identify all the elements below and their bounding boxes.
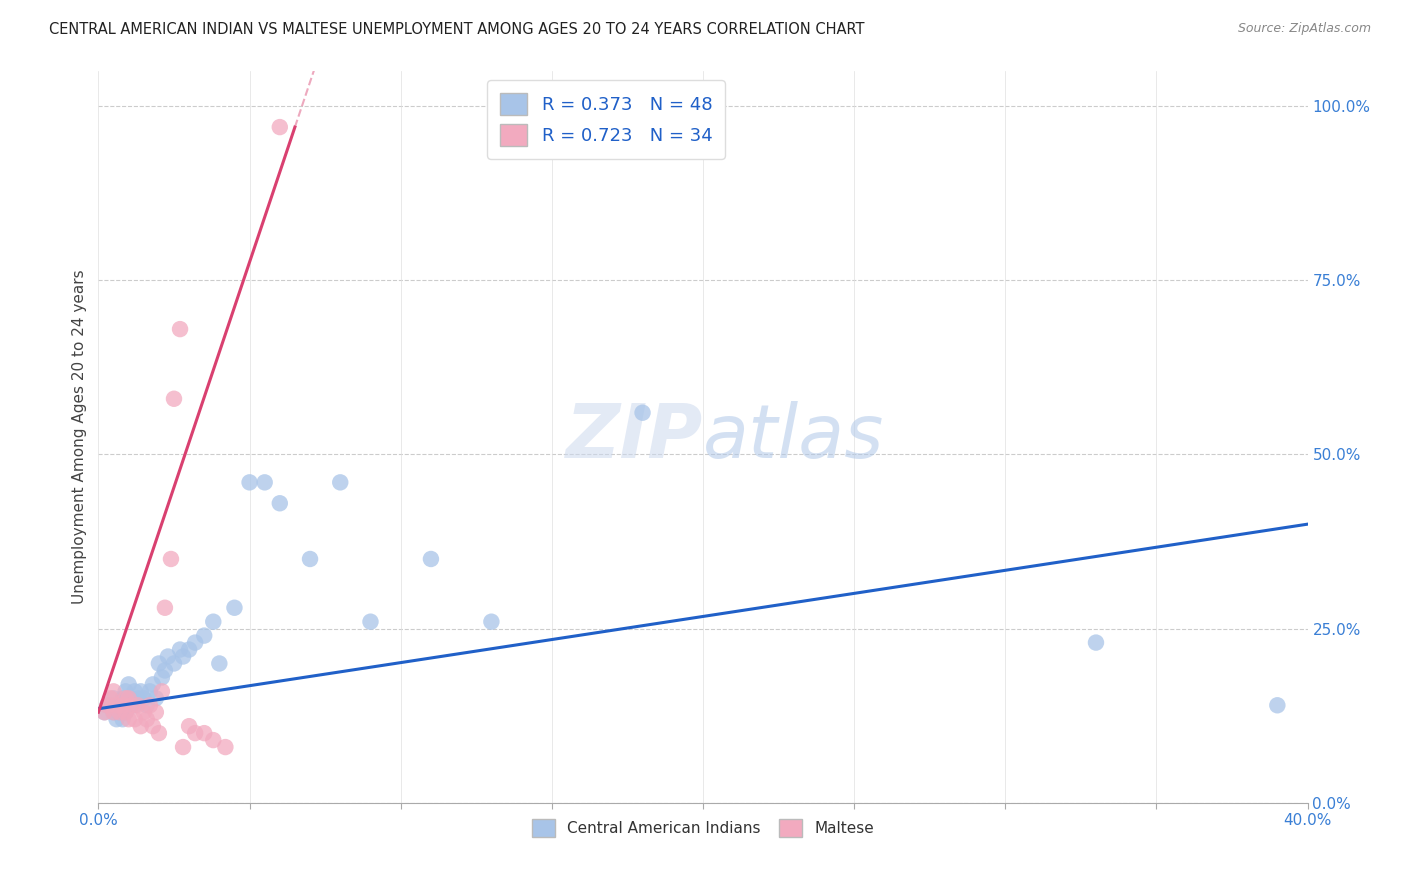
Point xyxy=(1267,698,1289,713)
Point xyxy=(172,740,194,755)
Point xyxy=(105,712,128,726)
Point xyxy=(135,698,157,713)
Point xyxy=(214,740,236,755)
Point xyxy=(269,496,291,510)
Point xyxy=(132,705,155,719)
Point xyxy=(129,684,152,698)
Text: atlas: atlas xyxy=(703,401,884,473)
Text: CENTRAL AMERICAN INDIAN VS MALTESE UNEMPLOYMENT AMONG AGES 20 TO 24 YEARS CORREL: CENTRAL AMERICAN INDIAN VS MALTESE UNEMP… xyxy=(49,22,865,37)
Point xyxy=(142,677,165,691)
Point xyxy=(108,705,131,719)
Point xyxy=(269,120,291,134)
Point xyxy=(124,684,146,698)
Point xyxy=(148,657,170,671)
Point xyxy=(108,698,131,713)
Point xyxy=(139,698,162,713)
Point xyxy=(150,670,173,684)
Point xyxy=(420,552,443,566)
Point xyxy=(202,615,225,629)
Point xyxy=(114,691,136,706)
Point xyxy=(93,705,115,719)
Point xyxy=(481,615,503,629)
Point xyxy=(148,726,170,740)
Text: ZIP: ZIP xyxy=(565,401,703,474)
Point xyxy=(239,475,262,490)
Point xyxy=(118,698,141,713)
Point xyxy=(139,684,162,698)
Point xyxy=(153,664,176,678)
Point xyxy=(329,475,352,490)
Point xyxy=(114,684,136,698)
Point xyxy=(153,600,176,615)
Point xyxy=(103,705,125,719)
Legend: Central American Indians, Maltese: Central American Indians, Maltese xyxy=(523,809,883,847)
Point xyxy=(121,698,143,713)
Point xyxy=(142,719,165,733)
Point xyxy=(124,712,146,726)
Point xyxy=(111,698,134,713)
Point xyxy=(114,705,136,719)
Text: Source: ZipAtlas.com: Source: ZipAtlas.com xyxy=(1237,22,1371,36)
Point xyxy=(105,698,128,713)
Point xyxy=(172,649,194,664)
Point xyxy=(118,691,141,706)
Point xyxy=(96,698,118,713)
Point xyxy=(127,698,149,713)
Point xyxy=(111,712,134,726)
Point xyxy=(135,712,157,726)
Point xyxy=(127,691,149,706)
Point xyxy=(103,691,125,706)
Point xyxy=(118,677,141,691)
Point xyxy=(129,719,152,733)
Y-axis label: Unemployment Among Ages 20 to 24 years: Unemployment Among Ages 20 to 24 years xyxy=(72,269,87,605)
Point xyxy=(169,642,191,657)
Point xyxy=(253,475,276,490)
Point xyxy=(124,698,146,713)
Point xyxy=(631,406,654,420)
Point xyxy=(121,691,143,706)
Point xyxy=(108,705,131,719)
Point xyxy=(169,322,191,336)
Point xyxy=(184,726,207,740)
Point xyxy=(179,642,201,657)
Point xyxy=(96,698,118,713)
Point xyxy=(103,705,125,719)
Point xyxy=(160,552,183,566)
Point xyxy=(184,635,207,649)
Point xyxy=(156,649,179,664)
Point xyxy=(145,691,167,706)
Point xyxy=(145,705,167,719)
Point xyxy=(163,657,186,671)
Point xyxy=(132,691,155,706)
Point xyxy=(114,705,136,719)
Point xyxy=(193,629,215,643)
Point xyxy=(93,705,115,719)
Point xyxy=(299,552,322,566)
Point xyxy=(360,615,382,629)
Point xyxy=(111,691,134,706)
Point xyxy=(163,392,186,406)
Point xyxy=(103,684,125,698)
Point xyxy=(179,719,201,733)
Point xyxy=(118,712,141,726)
Point xyxy=(150,684,173,698)
Point xyxy=(1085,635,1108,649)
Point xyxy=(100,691,122,706)
Point xyxy=(224,600,246,615)
Point xyxy=(208,657,231,671)
Point xyxy=(202,733,225,747)
Point xyxy=(193,726,215,740)
Point xyxy=(100,698,122,713)
